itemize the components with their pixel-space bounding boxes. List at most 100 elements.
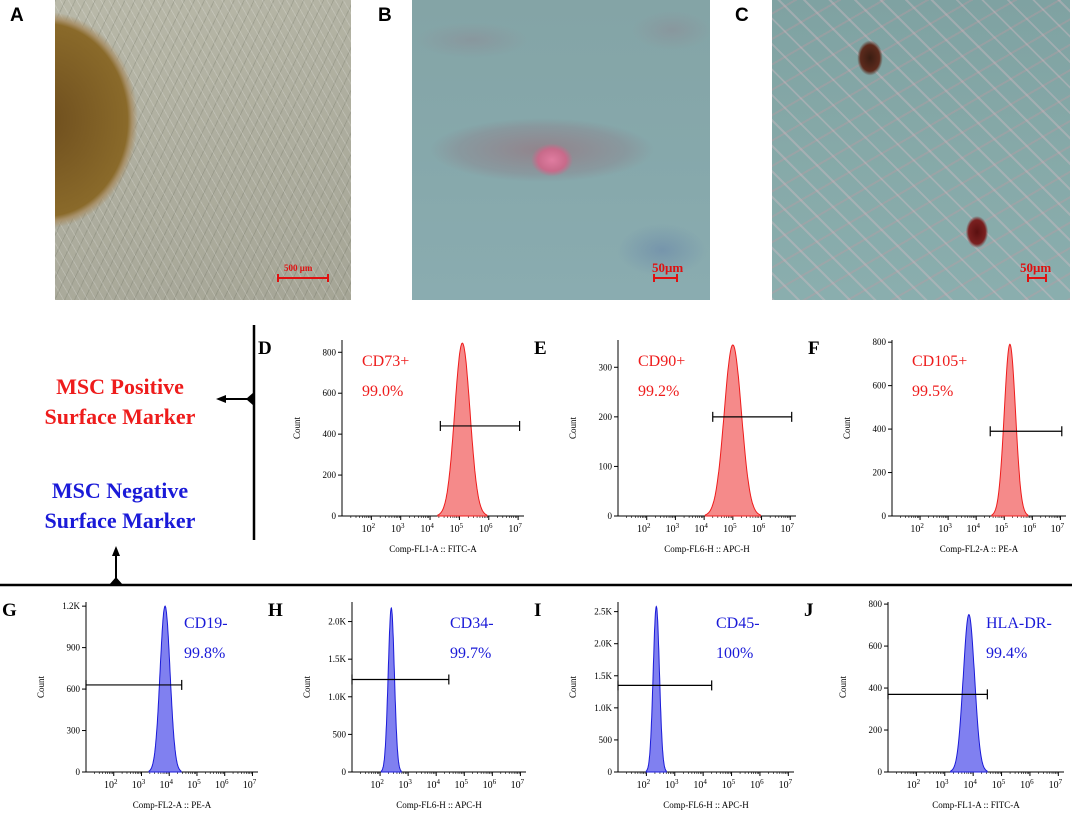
x-tick-label: 106: [479, 522, 493, 535]
scale-bar-c: [1027, 274, 1047, 282]
histogram-curve: [950, 613, 988, 773]
marker-label: CD105+: [912, 353, 967, 370]
x-tick-label: 104: [159, 778, 173, 791]
histogram-curve: [437, 342, 488, 517]
y-tick-label: 400: [323, 429, 337, 439]
y-tick-label: 1.5K: [328, 654, 346, 664]
y-tick-label: 500: [599, 735, 613, 745]
y-axis-label: Count: [838, 676, 848, 699]
scale-bar-a: [277, 274, 329, 282]
y-tick-label: 2.0K: [328, 617, 346, 627]
y-tick-label: 2.0K: [594, 639, 612, 649]
histogram-curve: [704, 344, 761, 517]
negative-marker-label: MSC Negative Surface Marker: [5, 476, 235, 536]
positive-marker-line-2: Surface Marker: [44, 404, 196, 429]
percent-label: 99.8%: [184, 645, 225, 662]
x-tick-label: 107: [243, 778, 257, 791]
x-tick-label: 107: [779, 778, 793, 791]
y-tick-label: 100: [599, 461, 613, 471]
y-tick-label: 1.0K: [594, 703, 612, 713]
x-tick-label: 106: [215, 778, 229, 791]
y-tick-label: 400: [873, 424, 887, 434]
y-tick-label: 300: [67, 726, 81, 736]
panel-label-c: C: [735, 5, 749, 26]
y-tick-label: 0: [342, 767, 347, 777]
x-tick-label: 107: [508, 522, 522, 535]
negative-arrow-head: [112, 546, 120, 556]
x-axis-label: Comp-FL6-H :: APC-H: [664, 544, 750, 554]
y-tick-label: 900: [67, 643, 81, 653]
x-tick-label: 103: [398, 778, 412, 791]
panel-label-g: G: [2, 600, 17, 621]
histogram-f: F 0 200 400 600 800 102 103 104 105 106 107 Comp-FL2…: [808, 337, 1066, 554]
y-tick-label: 200: [869, 725, 883, 735]
x-tick-label: 102: [910, 522, 924, 535]
x-axis-label: Comp-FL2-A :: PE-A: [133, 800, 212, 810]
panel-label-h: H: [268, 600, 283, 621]
y-tick-label: 2.5K: [594, 607, 612, 617]
x-tick-label: 102: [907, 778, 921, 791]
x-tick-label: 105: [187, 778, 201, 791]
y-axis-label: Count: [568, 417, 578, 440]
negative-arrow-tail: [109, 577, 123, 585]
x-tick-label: 106: [752, 522, 766, 535]
percent-label: 99.2%: [638, 383, 679, 400]
y-tick-label: 300: [599, 362, 613, 372]
x-tick-label: 102: [370, 778, 384, 791]
x-tick-label: 102: [362, 522, 376, 535]
percent-label: 99.0%: [362, 383, 403, 400]
x-tick-label: 103: [935, 778, 949, 791]
panel-label-a: A: [10, 5, 24, 26]
x-tick-label: 106: [750, 778, 764, 791]
x-tick-label: 107: [781, 522, 795, 535]
x-tick-label: 107: [1049, 778, 1063, 791]
x-tick-label: 104: [966, 522, 980, 535]
micrograph-a: 500 μm: [55, 0, 351, 300]
histogram-curve: [148, 605, 182, 773]
y-tick-label: 1.5K: [594, 671, 612, 681]
y-tick-label: 200: [323, 470, 337, 480]
x-tick-label: 104: [963, 778, 977, 791]
percent-label: 99.7%: [450, 645, 491, 662]
micrograph-c: 50μm: [772, 0, 1070, 300]
y-tick-label: 800: [869, 599, 883, 609]
histogram-curve: [380, 606, 402, 773]
y-tick-label: 200: [873, 468, 887, 478]
y-tick-label: 800: [873, 337, 887, 347]
y-tick-label: 800: [323, 347, 337, 357]
panel-label-f: F: [808, 338, 820, 359]
panel-label-d: D: [258, 338, 272, 359]
marker-label: CD90+: [638, 353, 685, 370]
histogram-curve: [991, 343, 1029, 517]
y-axis-label: Count: [36, 676, 46, 699]
y-tick-label: 0: [608, 767, 613, 777]
percent-label: 99.5%: [912, 383, 953, 400]
percent-label: 100%: [716, 645, 753, 662]
x-tick-label: 103: [665, 778, 679, 791]
positive-arrow-head: [216, 395, 226, 403]
x-tick-label: 102: [637, 778, 651, 791]
x-axis-label: Comp-FL6-H :: APC-H: [663, 800, 749, 810]
y-tick-label: 400: [869, 683, 883, 693]
y-tick-label: 0: [878, 767, 883, 777]
y-tick-label: 600: [873, 381, 887, 391]
marker-label: CD19-: [184, 615, 228, 632]
micrograph-b: 50μm: [412, 0, 710, 300]
y-tick-label: 0: [608, 511, 613, 521]
x-axis-label: Comp-FL1-A :: FITC-A: [932, 800, 1020, 810]
x-tick-label: 104: [693, 778, 707, 791]
histogram-j: J 0 200 400 600 800 102 103 104 105 106 107 Comp-FL1…: [804, 599, 1064, 810]
x-tick-label: 106: [483, 778, 497, 791]
scale-text-b: 50μm: [652, 260, 684, 275]
x-tick-label: 105: [722, 778, 736, 791]
positive-arrow-tail: [246, 392, 254, 406]
scale-bar-b: [653, 274, 678, 282]
y-tick-label: 600: [869, 641, 883, 651]
y-axis-label: Count: [568, 676, 578, 699]
panel-label-e: E: [534, 338, 547, 359]
x-tick-label: 106: [1020, 778, 1034, 791]
x-tick-label: 104: [426, 778, 440, 791]
x-tick-label: 104: [420, 522, 434, 535]
scale-text-c: 50μm: [1020, 260, 1052, 275]
